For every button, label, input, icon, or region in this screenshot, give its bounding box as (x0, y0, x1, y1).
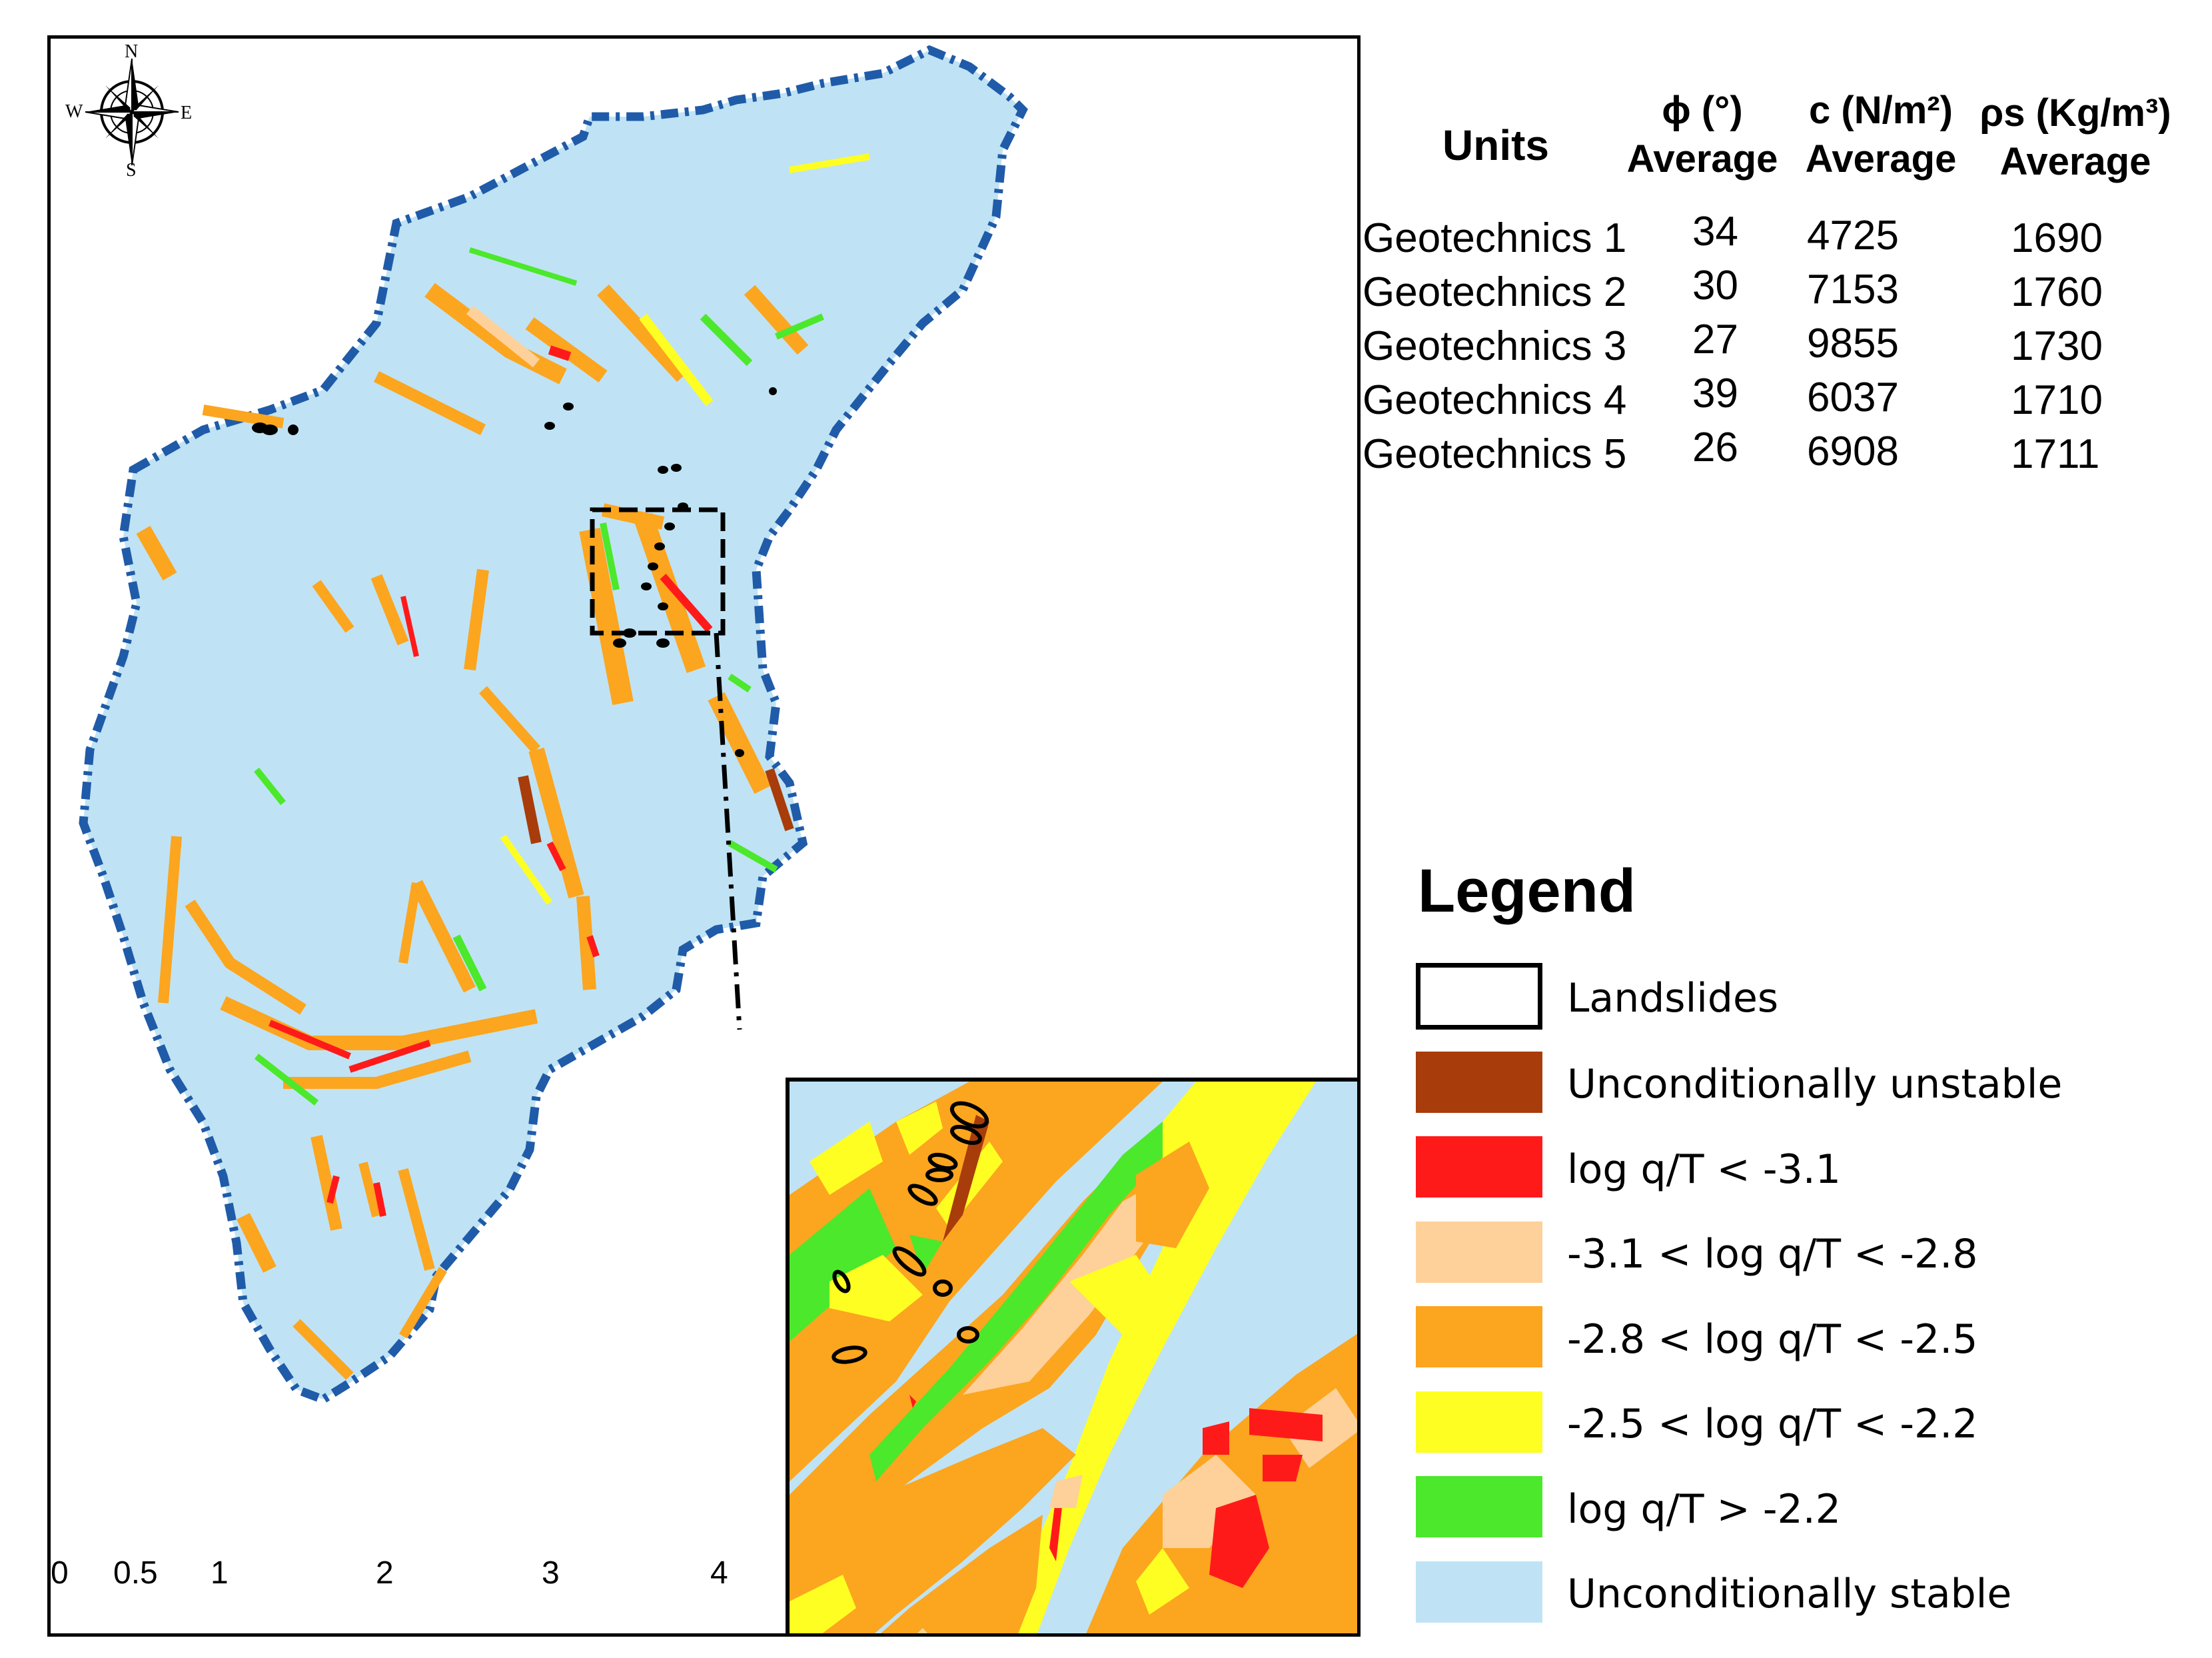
legend-label: log q/T > -2.2 (1567, 1486, 1841, 1533)
phi-cell: 27 (1692, 317, 1738, 363)
rho-header-average: Average (1999, 139, 2151, 183)
phi-cell: 34 (1692, 209, 1738, 255)
phi-header-symbol: ϕ (°) (1662, 89, 1743, 132)
unit-cell: Geotechnics 4 (1363, 377, 1627, 423)
inset-extent-box (590, 507, 726, 636)
c-header: c (N/m²) Average (1791, 87, 1971, 183)
legend-label: -3.1 < log q/T < -2.8 (1567, 1231, 1978, 1277)
units-header: Units (1442, 121, 1549, 169)
legend-title: Legend (1418, 857, 1636, 925)
inset-map-graphic (790, 1082, 1357, 1633)
c-cell: 7153 (1807, 267, 1899, 313)
north-arrow-icon (85, 58, 179, 166)
legend-swatch (1416, 1306, 1542, 1367)
scale-label: 1 (211, 1555, 229, 1591)
legend-label: log q/T < -3.1 (1567, 1146, 1841, 1193)
legend-swatch (1416, 963, 1542, 1030)
scale-label: 2 (376, 1555, 394, 1591)
c-header-symbol: c (N/m²) (1809, 89, 1953, 132)
phi-cell: 30 (1692, 263, 1738, 309)
rho-cell: 1710 (2011, 377, 2103, 423)
legend-label: Unconditionally unstable (1567, 1061, 2063, 1108)
phi-cell: 39 (1692, 371, 1738, 416)
c-cell: 6908 (1807, 428, 1899, 474)
phi-header: ϕ (°) Average (1626, 87, 1779, 183)
legend-label: Unconditionally stable (1567, 1571, 2012, 1617)
rho-cell: 1760 (2011, 269, 2103, 315)
legend-swatch (1416, 1561, 1542, 1623)
rho-cell: 1690 (2011, 215, 2103, 261)
scale-label: 0 (51, 1555, 69, 1591)
susceptibility-map (79, 45, 1028, 1405)
rho-header: ρs (Kg/m³) Average (1965, 89, 2185, 186)
inset-map (786, 1078, 1357, 1633)
legend-swatch (1416, 1136, 1542, 1198)
scale-label: 0.5 (113, 1555, 158, 1591)
compass-n-label: N (125, 41, 139, 62)
legend-swatch (1416, 1052, 1542, 1113)
legend-label: -2.5 < log q/T < -2.2 (1567, 1401, 1978, 1447)
legend-label: Landslides (1567, 975, 1779, 1022)
legend-swatch (1416, 1391, 1542, 1453)
compass-w-label: W (65, 101, 83, 122)
inset-landslide-outlines (831, 1101, 989, 1364)
inset-leader-line (714, 632, 742, 1030)
rho-header-symbol: ρs (Kg/m³) (1979, 91, 2171, 135)
phi-cell: 26 (1692, 424, 1738, 470)
c-cell: 4725 (1807, 213, 1899, 259)
scale-label: 4 (710, 1555, 728, 1591)
c-cell: 9855 (1807, 321, 1899, 367)
c-header-average: Average (1805, 137, 1957, 181)
rho-cell: 1730 (2011, 323, 2103, 369)
landslide-markers (252, 387, 777, 757)
susceptibility-streaks (136, 153, 870, 1380)
c-cell: 6037 (1807, 375, 1899, 420)
legend-label: -2.8 < log q/T < -2.5 (1567, 1316, 1978, 1363)
catchment-area (79, 45, 1028, 1405)
map-panel: N S E W 0 0.5 1 2 3 4 (47, 35, 1361, 1637)
legend-swatch (1416, 1222, 1542, 1283)
unit-cell: Geotechnics 2 (1363, 269, 1627, 315)
unit-cell: Geotechnics 5 (1363, 431, 1627, 477)
rho-cell: 1711 (2011, 431, 2100, 477)
phi-header-average: Average (1626, 137, 1778, 181)
unit-cell: Geotechnics 3 (1363, 323, 1627, 369)
compass-s-label: S (126, 160, 137, 181)
legend-swatch (1416, 1476, 1542, 1537)
unit-cell: Geotechnics 1 (1363, 215, 1627, 261)
scale-label: 3 (542, 1555, 560, 1591)
compass-e-label: E (181, 103, 193, 123)
